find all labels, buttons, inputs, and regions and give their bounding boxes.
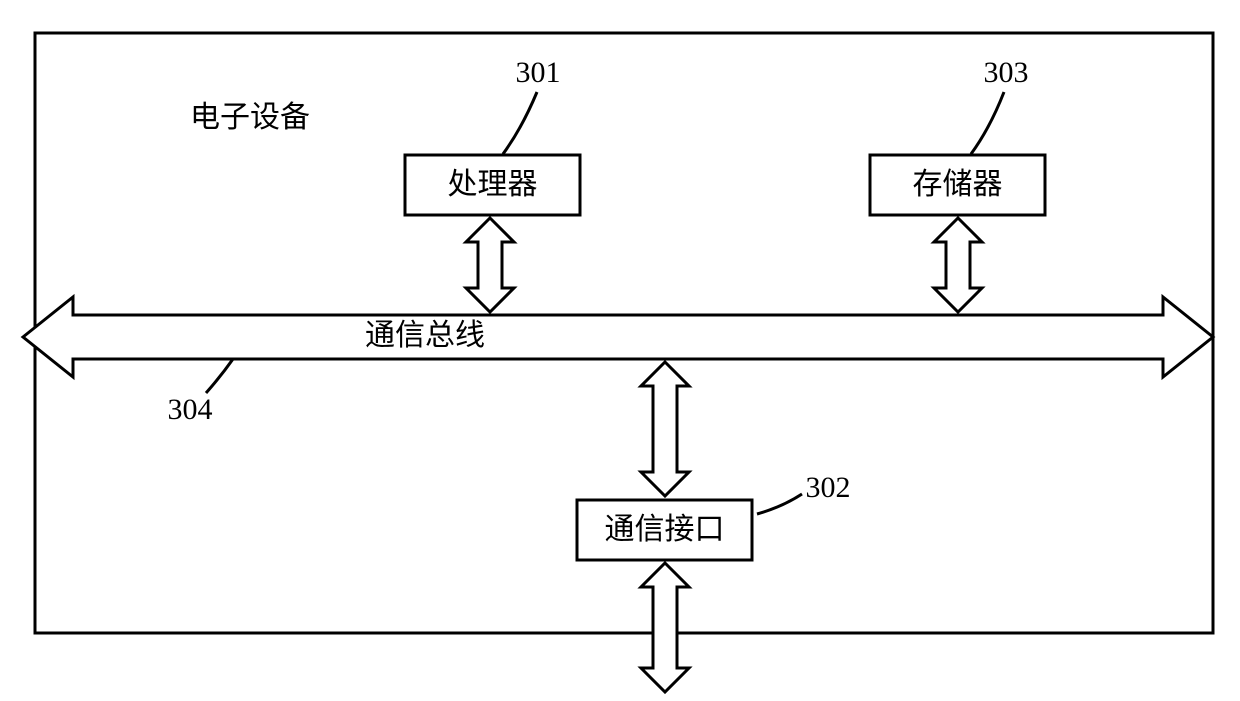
interface-label: 通信接口 bbox=[605, 513, 725, 546]
callout-302-label: 302 bbox=[806, 471, 851, 504]
callout-303-label: 303 bbox=[984, 56, 1029, 89]
callout-304-label: 304 bbox=[168, 393, 213, 426]
bus-label: 通信总线 bbox=[365, 319, 485, 352]
callout-301-label: 301 bbox=[516, 56, 561, 89]
processor-label: 处理器 bbox=[448, 168, 538, 201]
device-title: 电子设备 bbox=[190, 101, 310, 134]
memory-label: 存储器 bbox=[913, 168, 1003, 201]
